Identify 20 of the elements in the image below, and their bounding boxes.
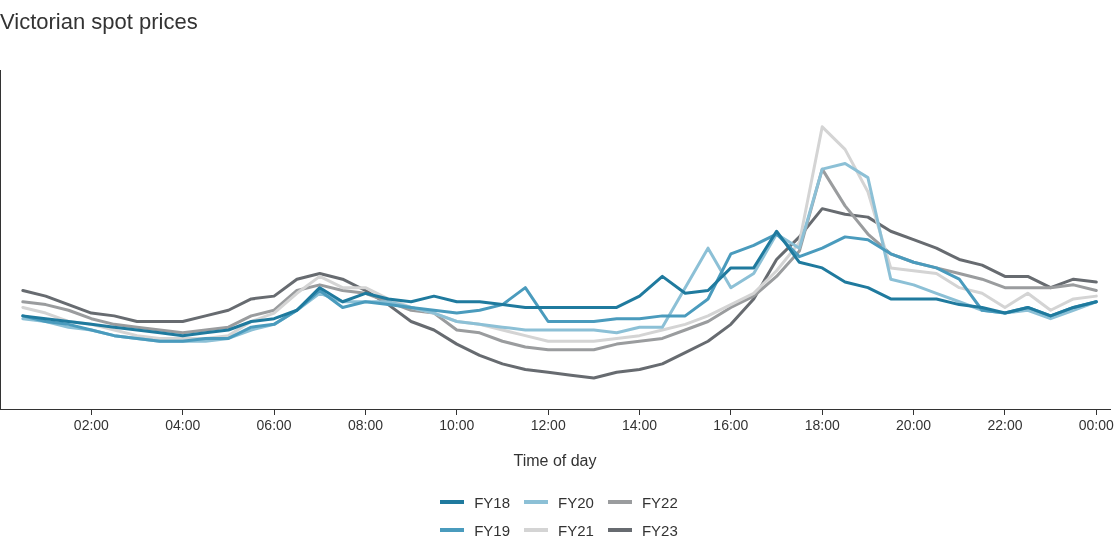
legend-label: FY21	[558, 521, 594, 537]
x-tick-label: 18:00	[804, 417, 840, 434]
x-tick-label: 14:00	[621, 417, 658, 434]
x-tick-label: 06:00	[256, 417, 292, 434]
legend-label: FY20	[558, 493, 594, 511]
x-tick-label: 08:00	[347, 417, 384, 434]
x-tick-label: 10:00	[439, 417, 475, 434]
x-tick-label: 16:00	[713, 417, 749, 434]
x-tick-label: 12:00	[530, 417, 566, 434]
legend-label: FY19	[474, 521, 511, 537]
legend-label: FY18	[474, 493, 511, 511]
legend-label: FY22	[641, 493, 678, 511]
x-axis-title: Time of day	[513, 451, 597, 469]
x-tick-label: 20:00	[896, 417, 932, 434]
x-tick-label: 04:00	[165, 417, 201, 434]
x-tick-label: 02:00	[73, 417, 110, 434]
chart-title: Victorian spot prices	[0, 9, 198, 35]
legend-label: FY23	[641, 521, 678, 537]
x-tick-label: 22:00	[987, 417, 1023, 434]
x-tick-label: 00:00	[1078, 417, 1115, 434]
